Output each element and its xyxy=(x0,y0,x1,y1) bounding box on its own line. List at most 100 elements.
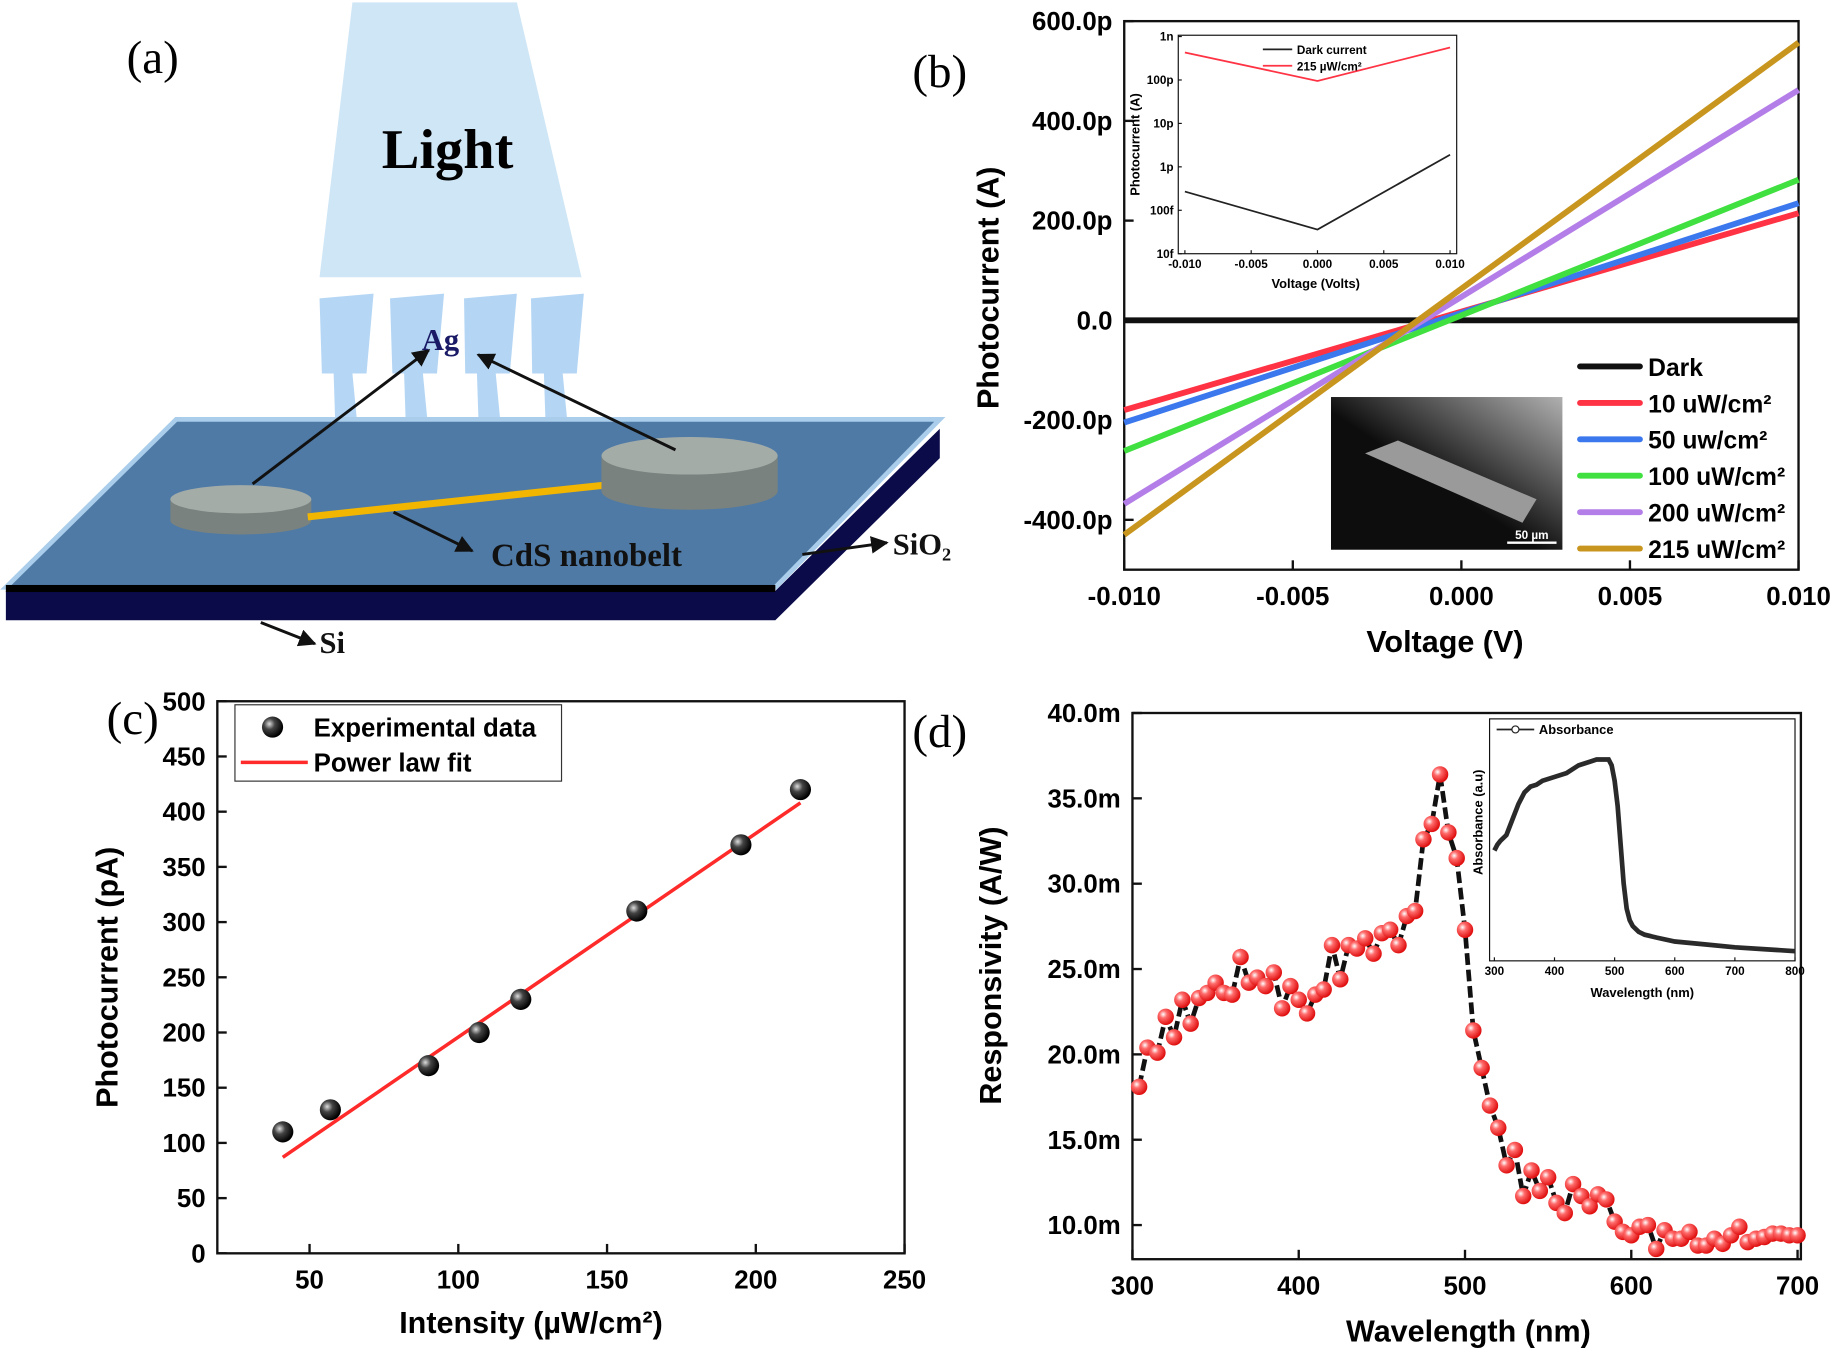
x-tick-label: 600 xyxy=(1665,965,1685,978)
data-point xyxy=(1523,1162,1540,1179)
y-tick-label: 15.0m xyxy=(1047,1127,1120,1155)
y-axis-title: Responsivity (A/W) xyxy=(974,826,1008,1104)
y-tick-label: 0 xyxy=(191,1240,205,1268)
x-tick-label: 500 xyxy=(1443,1272,1486,1300)
data-point xyxy=(1298,1005,1316,1022)
legend-label: Dark xyxy=(1648,355,1703,382)
x-tick-label: 400 xyxy=(1545,965,1565,978)
data-point xyxy=(1257,977,1274,995)
y-tick-label: 100 xyxy=(162,1130,205,1158)
light-label: Light xyxy=(382,119,514,181)
x-axis-title: Wavelength (nm) xyxy=(1591,985,1695,1000)
y-tick-label: 250 xyxy=(162,964,205,992)
x-tick-label: 100 xyxy=(437,1267,480,1295)
y-tick-label: 1p xyxy=(1160,161,1174,174)
data-point xyxy=(1323,936,1341,954)
x-tick-label: 0.000 xyxy=(1303,258,1333,271)
y-axis-title: Photocurrent (A) xyxy=(972,167,1006,410)
data-point xyxy=(1514,1187,1532,1205)
scale-bar-label: 50 µm xyxy=(1515,529,1549,542)
legend-label: 215 uW/cm² xyxy=(1648,537,1785,564)
data-point xyxy=(1157,1008,1174,1026)
y-tick-label: 1n xyxy=(1160,31,1174,44)
inset-background xyxy=(1489,718,1796,961)
layer-boundary xyxy=(5,584,776,593)
y-tick-label: 10f xyxy=(1157,248,1174,261)
sio2-label: SiO₂ xyxy=(893,527,951,561)
data-point xyxy=(1130,1078,1148,1096)
sem-nanobelt xyxy=(1365,440,1537,523)
light-beam xyxy=(319,2,582,278)
series-line xyxy=(1122,40,1801,538)
data-point xyxy=(1357,930,1374,947)
lightning-bolt-icon xyxy=(530,293,584,480)
data-point xyxy=(468,1021,490,1044)
sem-image: 50 µm xyxy=(1330,397,1563,550)
series-line xyxy=(1122,87,1801,507)
data-point xyxy=(1265,964,1283,981)
data-point xyxy=(319,1099,341,1121)
y-tick-label: 450 xyxy=(162,744,205,772)
panel-a-schematic: (a) Light Ag CdS nanobelt SiO₂ Si xyxy=(0,2,951,660)
sio2-layer xyxy=(0,416,946,590)
y-tick-label: 600.0p xyxy=(1032,8,1112,36)
data-point xyxy=(1539,1169,1557,1186)
y-tick-label: 200 xyxy=(162,1020,205,1048)
lightning-bolt-icon xyxy=(319,293,374,480)
electrode-right xyxy=(601,436,778,510)
x-tick-label: -0.010 xyxy=(1088,583,1161,611)
arrow-sio2 xyxy=(802,536,889,556)
data-point xyxy=(417,1055,440,1077)
y-tick-label: -200.0p xyxy=(1023,407,1112,435)
data-point xyxy=(1681,1223,1698,1241)
panel-label-c: (c) xyxy=(107,693,159,745)
data-point xyxy=(1639,1216,1657,1234)
plot-frame xyxy=(1131,711,1803,1261)
data-point xyxy=(1365,945,1382,962)
data-point xyxy=(1598,1191,1615,1208)
chart-d-responsivity: 300 400 500 600 700 40.0m 35.0m 30.0m 25.0m 20.0m… xyxy=(974,700,1819,1348)
data-point xyxy=(1789,1227,1806,1244)
y-tick-label: 30.0m xyxy=(1047,871,1120,899)
arrow-nanobelt xyxy=(392,510,474,553)
data-point xyxy=(272,1121,294,1143)
legend-marker xyxy=(261,716,284,738)
data-point xyxy=(1290,991,1307,1008)
series-line xyxy=(1123,177,1800,454)
x-tick-label: 0.005 xyxy=(1598,583,1663,611)
x-tick-label: 0.010 xyxy=(1435,258,1465,271)
data-point xyxy=(1431,766,1449,783)
data-point xyxy=(1531,1182,1549,1200)
y-tick-label: 35.0m xyxy=(1047,785,1120,813)
data-point xyxy=(1415,831,1432,848)
y-tick-label: 350 xyxy=(162,854,205,882)
data-point xyxy=(1149,1044,1166,1061)
panel-label-d: (d) xyxy=(912,706,967,758)
x-tick-label: 500 xyxy=(1605,965,1625,978)
y-tick-label: 400 xyxy=(162,799,205,827)
x-tick-label: -0.005 xyxy=(1235,258,1269,271)
y-tick-label: 0.0 xyxy=(1077,307,1113,335)
data-point xyxy=(1174,991,1191,1008)
data-point xyxy=(1481,1097,1499,1114)
inset-legend-marker xyxy=(1511,725,1520,734)
data-point xyxy=(1506,1141,1524,1159)
x-tick-label: 50 xyxy=(295,1267,324,1295)
data-point xyxy=(1182,1015,1199,1032)
data-point xyxy=(1731,1218,1748,1235)
arrow-ag-right xyxy=(476,353,677,452)
inset-legend-label: 215 µW/cm² xyxy=(1297,60,1362,73)
y-axis-title: Photocurrent (pA) xyxy=(90,847,124,1108)
y-tick-label: 100f xyxy=(1150,204,1174,217)
chart-b-inset-log: -0.010 -0.005 0.000 0.005 0.010 1n 100p 10p 1p 10… xyxy=(1128,31,1466,291)
data-point xyxy=(1223,986,1241,1003)
panel-label-b: (b) xyxy=(912,46,967,98)
y-tick-label: 500 xyxy=(162,688,205,716)
data-point xyxy=(1282,977,1299,995)
lightning-bolt-icon xyxy=(390,293,445,480)
chart-c-photocurrent-vs-intensity: 50 100 150 200 250 0 50 100 150 200 250 300 350 400 45… xyxy=(90,688,926,1340)
lightning-bolt-icon xyxy=(464,293,517,480)
inset-legend-label: Absorbance xyxy=(1539,722,1614,737)
legend-label: Experimental data xyxy=(314,714,537,742)
